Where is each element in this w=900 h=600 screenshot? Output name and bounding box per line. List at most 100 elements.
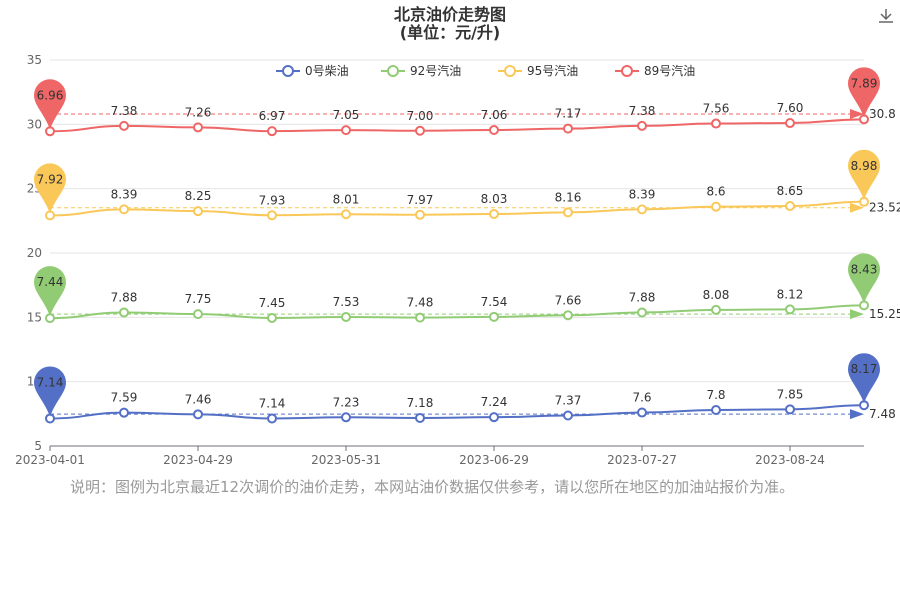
data-label: 7.38 (111, 104, 138, 118)
legend-item[interactable]: 0号柴油 (276, 64, 349, 78)
y-tick-label: 30 (27, 117, 42, 131)
data-label: 8.01 (333, 192, 360, 206)
data-label: 8.6 (706, 185, 725, 199)
data-label: 7.23 (333, 395, 360, 409)
x-tick-label: 2023-07-27 (607, 453, 677, 467)
series-line (49, 304, 865, 320)
data-point (415, 125, 425, 136)
x-tick-label: 2023-04-29 (163, 453, 233, 467)
data-label: 7.06 (481, 108, 508, 122)
data-point (785, 118, 795, 129)
grid-layer: 51015202530352023-04-012023-04-292023-05… (15, 53, 864, 467)
data-label: 7.38 (629, 104, 656, 118)
pin-label: 8.17 (851, 362, 878, 376)
average-label: 23.52 (869, 201, 900, 215)
data-point (415, 209, 425, 220)
data-point (563, 123, 573, 134)
data-label: 7.59 (111, 391, 138, 405)
data-label: 7.14 (259, 396, 286, 410)
pin-label: 7.14 (37, 375, 64, 389)
pin-label: 7.44 (37, 275, 64, 289)
data-label: 7.17 (555, 107, 582, 121)
average-arrow (850, 409, 864, 420)
data-label: 7.88 (629, 290, 656, 304)
data-label: 8.12 (777, 287, 804, 301)
legend-label: 92号汽油 (410, 63, 461, 78)
legend[interactable]: 0号柴油 92号汽油 95号汽油 89号汽油 (276, 63, 695, 78)
data-point (341, 125, 351, 136)
marker-pin (848, 149, 880, 200)
x-tick-label: 2023-05-31 (311, 453, 381, 467)
data-label: 7.56 (703, 102, 730, 116)
data-point (267, 126, 277, 137)
data-label: 7.24 (481, 395, 508, 409)
average-lines-layer: 7.48 15.25 23.52 30.8 (50, 107, 900, 421)
data-label: 7.37 (555, 394, 582, 408)
y-tick-label: 35 (27, 53, 42, 67)
data-point (267, 210, 277, 221)
data-point (119, 204, 129, 215)
marker-pin (848, 253, 880, 304)
data-point (711, 304, 721, 315)
data-label: 7.46 (185, 392, 212, 406)
data-label: 7.05 (333, 108, 360, 122)
data-point (785, 304, 795, 315)
marker-pin (34, 266, 66, 317)
data-point (193, 309, 203, 320)
data-label: 8.08 (703, 288, 730, 302)
legend-marker (621, 65, 633, 77)
data-point (563, 410, 573, 421)
data-point (267, 312, 277, 323)
legend-item[interactable]: 89号汽油 (615, 63, 695, 78)
data-label: 8.39 (629, 187, 656, 201)
x-tick-label: 2023-04-01 (15, 453, 85, 467)
legend-marker (504, 65, 516, 77)
data-label: 7.60 (777, 101, 804, 115)
average-label: 7.48 (869, 407, 896, 421)
data-point (415, 312, 425, 323)
data-point (119, 307, 129, 318)
data-point (489, 209, 499, 220)
data-label: 7.18 (407, 396, 434, 410)
footnote: 说明：图例为北京最近12次调价的油价走势，本网站油价数据仅供参考，请以您所在地区… (70, 478, 795, 496)
data-point (785, 404, 795, 415)
series-line (49, 404, 865, 420)
data-label: 7.6 (632, 391, 651, 405)
data-point (341, 209, 351, 220)
data-point (785, 201, 795, 212)
data-label: 7.8 (706, 388, 725, 402)
legend-item[interactable]: 95号汽油 (498, 63, 578, 78)
average-arrow (850, 109, 864, 120)
pin-label: 7.92 (37, 172, 64, 186)
data-label: 7.54 (481, 295, 508, 309)
download-icon[interactable] (876, 6, 896, 26)
data-point (711, 404, 721, 415)
data-label: 7.93 (259, 193, 286, 207)
pin-label: 7.89 (851, 76, 878, 90)
legend-marker (282, 65, 294, 77)
pin-label: 6.96 (37, 88, 64, 102)
data-point (563, 207, 573, 218)
data-point (489, 311, 499, 322)
data-label: 7.88 (111, 290, 138, 304)
x-tick-label: 2023-08-24 (755, 453, 825, 467)
average-label: 15.25 (869, 307, 900, 321)
y-tick-label: 5 (34, 439, 42, 453)
data-label: 7.75 (185, 292, 212, 306)
average-arrow (850, 309, 864, 320)
data-point (637, 204, 647, 215)
data-point (711, 118, 721, 129)
legend-item[interactable]: 92号汽油 (381, 63, 461, 78)
data-point (341, 311, 351, 322)
data-point (489, 412, 499, 423)
data-point (489, 124, 499, 135)
pin-label: 8.98 (851, 159, 878, 173)
data-label: 7.97 (407, 193, 434, 207)
marker-pin (34, 79, 66, 130)
x-tick-label: 2023-06-29 (459, 453, 529, 467)
data-labels-layer: 7.59 7.46 7.14 7.23 7.18 7.24 7.37 7.6 7.8 7.85 7.… (111, 101, 804, 410)
marker-pin (848, 67, 880, 118)
series-line (49, 118, 865, 133)
series-line (49, 200, 865, 217)
marker-pin (848, 353, 880, 404)
